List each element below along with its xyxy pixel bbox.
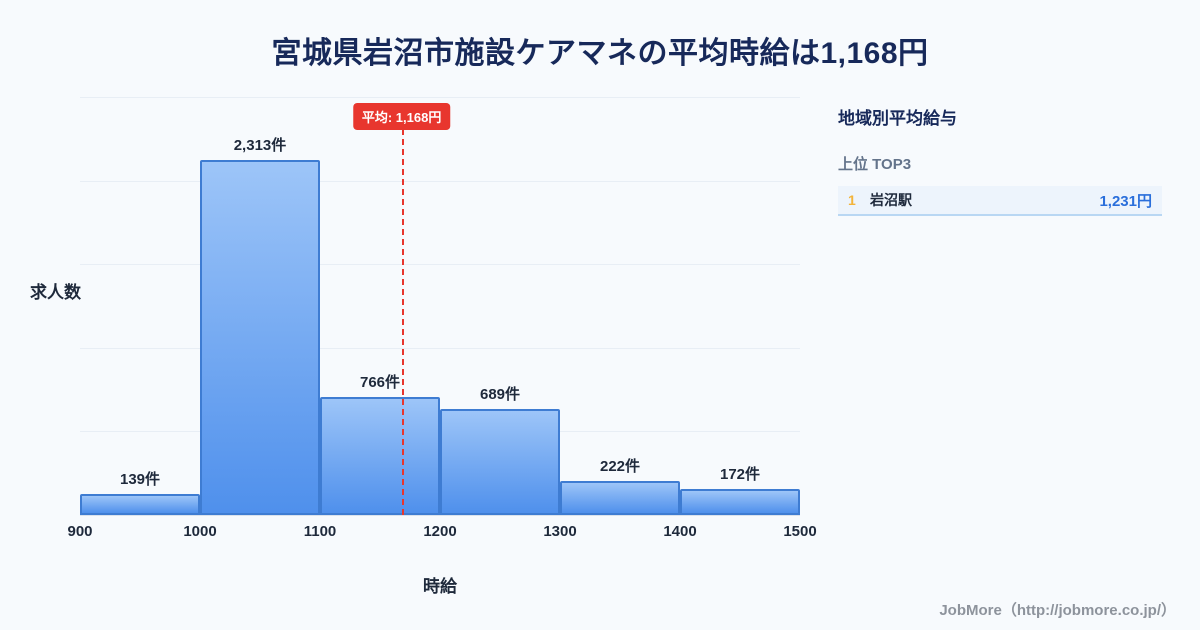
bar-count-label: 689件 [479, 386, 521, 403]
y-axis-label: 求人数 [30, 283, 81, 302]
average-badge: 平均: 1,168円 [352, 103, 451, 130]
x-tick-label: 1100 [303, 523, 337, 540]
footer-credit: JobMore（http://jobmore.co.jp/） [939, 602, 1176, 619]
histogram-plot-area: 139件 2,313件 766件 689件 222件 172件 900 1000 1100 120… [67, 97, 817, 540]
histogram-bar [80, 494, 200, 515]
ranking-row: 1 岩沼駅 1,231円 [838, 186, 1162, 216]
x-tick-label: 1200 [423, 523, 457, 540]
rank-number: 1 [848, 192, 856, 208]
panel-heading: 地域別平均給与 [838, 109, 957, 128]
gridline [80, 181, 800, 182]
average-line [401, 109, 404, 515]
histogram-bar [320, 397, 440, 515]
histogram-bar [680, 489, 800, 515]
x-tick-label: 1400 [663, 523, 697, 540]
bar-count-label: 172件 [719, 466, 761, 483]
gridline [80, 97, 800, 98]
x-tick-label: 1000 [183, 523, 217, 540]
gridline [80, 264, 800, 265]
histogram-bar [440, 409, 560, 515]
x-axis-label: 時給 [423, 577, 457, 596]
page-title: 宮城県岩沼市施設ケアマネの平均時給は1,168円 [271, 37, 929, 70]
x-tick-label: 1300 [543, 523, 577, 540]
panel-subheading: 上位 TOP3 [838, 156, 912, 173]
x-tick-label: 1500 [783, 523, 817, 540]
bar-count-label: 139件 [119, 471, 161, 488]
bar-count-label: 766件 [359, 374, 401, 391]
bar-count-label: 222件 [599, 458, 641, 475]
station-average-wage: 1,231円 [1099, 192, 1152, 210]
region-ranking-panel: 地域別平均給与 上位 TOP3 1 岩沼駅 1,231円 [838, 104, 1162, 216]
bar-count-label: 2,313件 [233, 137, 287, 154]
station-name: 岩沼駅 [870, 192, 912, 208]
gridline [80, 348, 800, 349]
gridline [80, 515, 800, 516]
histogram-bar [200, 160, 320, 515]
histogram-bar [560, 481, 680, 515]
x-tick-label: 900 [67, 523, 93, 540]
